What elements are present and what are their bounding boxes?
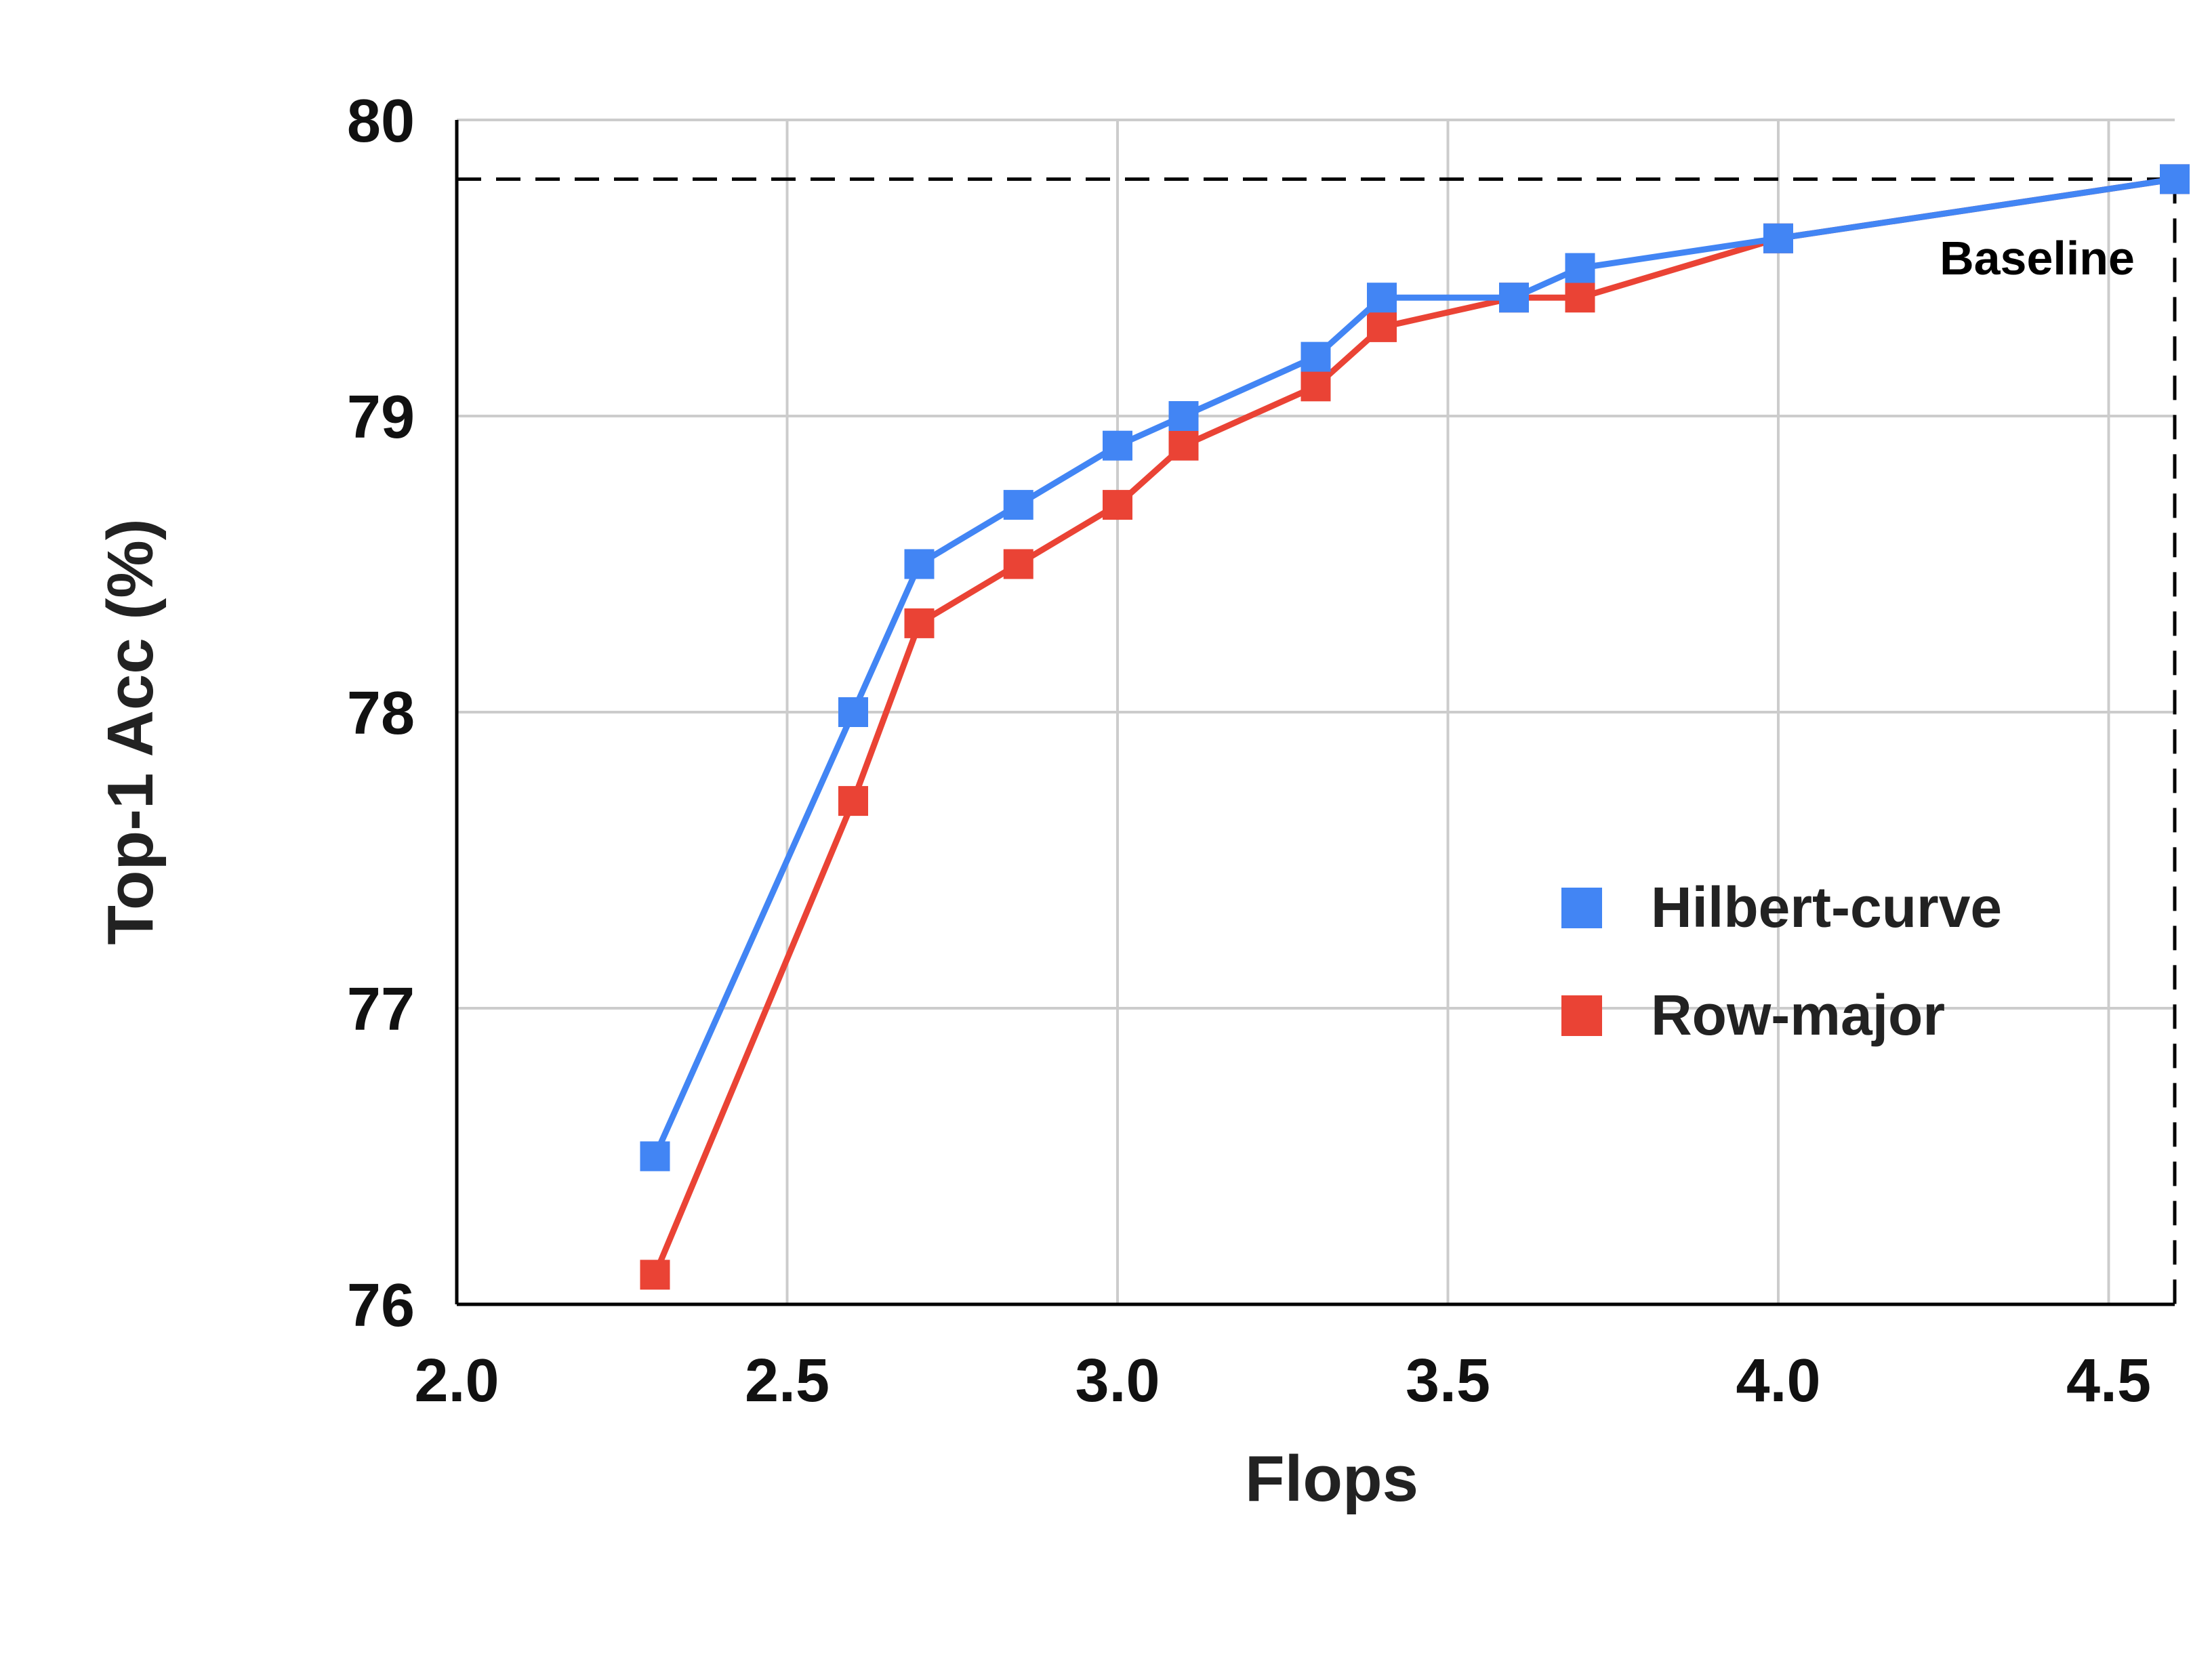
baseline-reference-lines xyxy=(457,177,2177,1304)
legend-label-hilbert-curve: Hilbert-curve xyxy=(1651,875,2002,939)
data-point-hilbert-curve xyxy=(1103,430,1132,461)
data-point-row-major xyxy=(1103,490,1132,520)
series-line-row-major xyxy=(652,175,2175,1277)
y-tick-label: 76 xyxy=(347,1272,415,1340)
x-tick-label: 3.5 xyxy=(1406,1347,1490,1415)
data-point-hilbert-curve xyxy=(1300,341,1331,372)
data-point-hilbert-curve xyxy=(1565,253,1595,283)
y-axis-title: Top-1 Acc (%) xyxy=(94,518,167,945)
legend: Hilbert-curve Row-major xyxy=(1561,875,2002,1047)
data-point-row-major xyxy=(904,608,935,638)
data-point-hilbert-curve xyxy=(838,697,868,727)
data-point-hilbert-curve xyxy=(640,1141,670,1172)
axes xyxy=(455,120,2175,1306)
data-point-row-major xyxy=(1367,312,1397,342)
data-point-hilbert-curve xyxy=(1367,283,1397,313)
tick-labels: 2.0 2.5 3.0 3.5 4.0 4.5 76 77 78 79 80 xyxy=(347,87,2151,1415)
data-point-hilbert-curve xyxy=(1763,223,1793,253)
y-tick-label: 77 xyxy=(347,976,415,1043)
annotation-baseline: Baseline xyxy=(1940,232,2135,285)
x-tick-label: 3.0 xyxy=(1075,1347,1160,1415)
series-layer xyxy=(640,164,2190,1290)
data-point-row-major xyxy=(838,786,868,816)
y-tick-label: 79 xyxy=(347,384,415,451)
data-point-row-major xyxy=(1565,283,1595,313)
x-tick-label: 4.0 xyxy=(1736,1347,1820,1415)
y-tick-label: 78 xyxy=(347,680,415,747)
data-point-hilbert-curve xyxy=(1499,283,1529,313)
data-point-hilbert-curve xyxy=(1168,401,1199,431)
grid-lines xyxy=(457,119,2175,1304)
data-point-hilbert-curve xyxy=(1003,490,1033,520)
legend-label-row-major: Row-major xyxy=(1651,983,1945,1047)
data-point-row-major xyxy=(1300,371,1331,402)
data-point-row-major xyxy=(640,1260,670,1290)
legend-marker-row-major xyxy=(1561,995,1602,1036)
data-point-row-major xyxy=(1168,430,1199,461)
x-tick-label: 2.5 xyxy=(745,1347,830,1415)
legend-marker-hilbert-curve xyxy=(1561,888,1602,928)
data-point-hilbert-curve xyxy=(904,549,935,579)
data-point-row-major xyxy=(1003,549,1033,579)
series-line-hilbert-curve xyxy=(652,175,2175,1158)
data-point-hilbert-curve xyxy=(2160,164,2190,194)
x-tick-label: 4.5 xyxy=(2066,1347,2151,1415)
x-axis-title: Flops xyxy=(1245,1443,1418,1515)
x-tick-label: 2.0 xyxy=(414,1347,499,1415)
series-row-major xyxy=(640,164,2190,1290)
series-hilbert-curve xyxy=(640,164,2190,1172)
y-tick-label: 80 xyxy=(347,87,415,155)
